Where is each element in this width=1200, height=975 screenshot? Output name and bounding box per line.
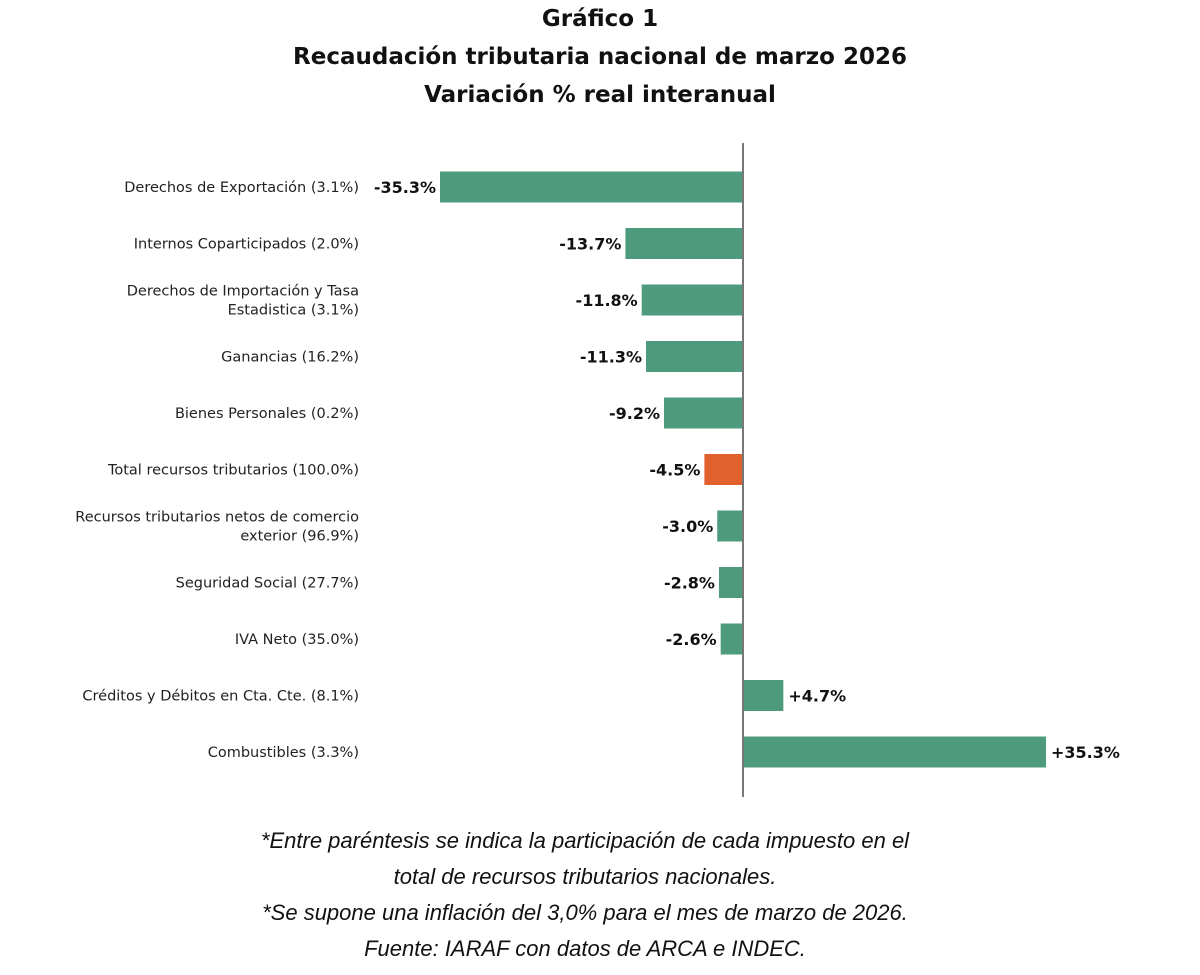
category-label: Seguridad Social (27.7%) (176, 576, 359, 592)
bar (440, 171, 743, 203)
bar (743, 736, 1046, 768)
bar (720, 623, 743, 655)
bar (646, 341, 743, 372)
chart-title-line-3: Variación % real interanual (424, 82, 776, 108)
source-note: Fuente: IARAF con datos de ARCA e INDEC. (364, 936, 806, 961)
bar (664, 397, 743, 429)
data-label: -4.5% (649, 461, 700, 480)
bar (625, 228, 743, 259)
category-label: Créditos y Débitos en Cta. Cte. (8.1%) (82, 689, 359, 705)
footnote-2: total de recursos tributarios nacionales… (393, 864, 777, 889)
bar (704, 454, 743, 485)
data-label: -9.2% (609, 404, 660, 423)
bar (743, 680, 784, 711)
footnote-1: *Entre paréntesis se indica la participa… (260, 828, 910, 853)
category-label: Combustibles (3.3%) (208, 745, 359, 761)
data-label: -3.0% (662, 517, 713, 536)
category-label: Total recursos tributarios (100.0%) (107, 463, 359, 479)
category-label: Ganancias (16.2%) (221, 350, 359, 366)
data-label: -11.3% (580, 348, 642, 367)
data-label: +35.3% (1051, 743, 1120, 762)
category-label: Recursos tributarios netos de comercio ex… (75, 510, 359, 545)
data-label: +4.7% (788, 687, 846, 706)
chart-title-line-1: Gráfico 1 (541, 6, 659, 32)
category-label: Bienes Personales (0.2%) (175, 406, 359, 422)
data-label: -2.6% (666, 630, 717, 649)
bar (718, 567, 743, 598)
category-label: IVA Neto (35.0%) (235, 632, 359, 648)
data-label: -35.3% (374, 178, 436, 197)
footnote-3: *Se supone una inflación del 3,0% para e… (262, 900, 908, 925)
chart-title-line-2: Recaudación tributaria nacional de marzo… (293, 44, 907, 70)
bar (641, 284, 743, 316)
bar-chart: -35.3% Derechos de Exportación (3.1%) -13.… (75, 143, 1120, 797)
category-label: Derechos de Importación y Tasa Estadistic… (127, 284, 359, 319)
bar (717, 510, 743, 542)
data-label: -2.8% (664, 574, 715, 593)
category-label: Derechos de Exportación (3.1%) (124, 180, 359, 196)
data-label: -13.7% (559, 235, 621, 254)
category-label: Internos Coparticipados (2.0%) (134, 237, 359, 253)
data-label: -11.8% (576, 291, 638, 310)
